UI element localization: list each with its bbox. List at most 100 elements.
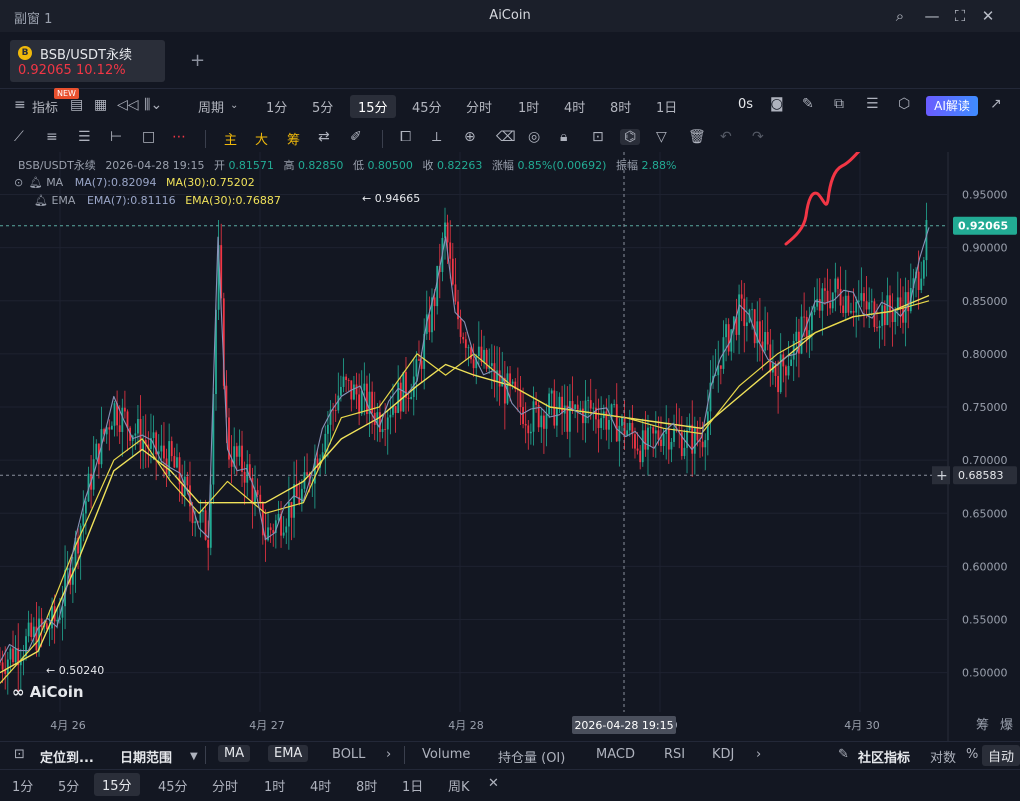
candle-body: [850, 311, 852, 313]
close-icon[interactable]: ✕: [488, 776, 499, 791]
copy-icon[interactable]: ⧠: [400, 129, 412, 145]
bottom-timeframe-7[interactable]: 8时: [356, 780, 378, 795]
chip-toggle[interactable]: 筹: [287, 133, 301, 148]
candle-body: [920, 278, 923, 290]
timeframe-8[interactable]: 1日: [656, 101, 678, 116]
add-tab-button[interactable]: +: [190, 50, 206, 71]
boll-indicator[interactable]: BOLL: [332, 747, 366, 762]
high-value: 0.82850: [297, 159, 344, 172]
symbol-tab[interactable]: B BSB/USDT永续 0.92065 10.12%: [10, 40, 165, 82]
bottom-timeframe-2[interactable]: 15分: [94, 773, 140, 796]
bell-icon[interactable]: 🔔︎: [34, 194, 48, 207]
ema-legend[interactable]: 🔔︎ EMA EMA(7):0.81116 EMA(30):0.76887: [34, 194, 281, 207]
kdj-indicator[interactable]: KDJ: [712, 747, 735, 762]
minimize-icon[interactable]: —: [924, 7, 940, 25]
candle-body: [912, 278, 915, 288]
ema-indicator[interactable]: EMA: [268, 745, 309, 762]
eye-icon[interactable]: ⊙: [14, 176, 24, 189]
volume-indicator[interactable]: Volume: [422, 747, 471, 762]
parallel-icon[interactable]: ≡: [46, 129, 58, 145]
date-range-button[interactable]: 日期范围: [120, 751, 173, 766]
hline-icon[interactable]: ☰: [78, 129, 91, 145]
candle-body: [545, 414, 548, 429]
price-chart[interactable]: 0.95000 0.90000 0.85000 0.80000 0.75000 0.700…: [0, 152, 1020, 742]
ray-icon[interactable]: ⊢: [110, 129, 123, 145]
more-tools-icon[interactable]: ⋯: [172, 129, 186, 145]
candle-body: [665, 429, 668, 434]
macd-indicator[interactable]: MACD: [596, 747, 635, 762]
new-badge: NEW: [54, 88, 79, 99]
filter-icon[interactable]: ▽: [656, 129, 667, 145]
bell-icon[interactable]: 🔔︎: [28, 176, 43, 189]
search-icon[interactable]: ⌕: [895, 7, 905, 25]
bottom-timeframe-0[interactable]: 1分: [12, 780, 34, 795]
brush-icon[interactable]: ✐: [350, 129, 362, 145]
indicator-bar: [0, 741, 1020, 770]
redo-icon[interactable]: ↷: [752, 129, 764, 145]
layout-icon[interactable]: ▦: [94, 97, 108, 113]
trash-icon[interactable]: 🗑︎: [688, 129, 706, 145]
magnet-icon[interactable]: ⌬: [620, 129, 641, 145]
undo-icon[interactable]: ↶: [720, 129, 732, 145]
locate-icon[interactable]: ⊡: [14, 747, 25, 762]
timeframe-3[interactable]: 45分: [412, 101, 442, 116]
share-icon[interactable]: ⧉: [834, 96, 844, 112]
eraser-icon[interactable]: ⌫: [496, 129, 516, 145]
candle-body: [683, 447, 686, 457]
ma-legend[interactable]: ⊙ 🔔︎ MA MA(7):0.82094 MA(30):0.75202: [14, 176, 255, 189]
period-dropdown[interactable]: 周期: [198, 101, 225, 116]
ma-indicator[interactable]: MA: [218, 745, 251, 762]
replay-icon[interactable]: ◁◁: [117, 97, 139, 113]
trendline-icon[interactable]: ⟋: [14, 129, 24, 145]
community-indicators[interactable]: 社区指标: [858, 751, 911, 766]
main-toggle[interactable]: 主: [224, 133, 238, 148]
percent-toggle[interactable]: %: [966, 747, 979, 762]
rsi-indicator[interactable]: RSI: [664, 747, 686, 762]
settings-icon[interactable]: ⬡: [898, 96, 911, 112]
ruler-icon[interactable]: ⟂: [432, 129, 442, 145]
timeframe-4[interactable]: 分时: [466, 101, 493, 116]
big-toggle[interactable]: 大: [255, 133, 269, 148]
pencil-icon[interactable]: ✎: [802, 96, 814, 112]
rectangle-icon[interactable]: □: [142, 129, 156, 145]
bottom-timeframe-4[interactable]: 分时: [212, 780, 239, 795]
open-value: 0.81571: [228, 159, 274, 172]
auto-toggle[interactable]: 自动: [982, 745, 1020, 766]
bottom-timeframe-3[interactable]: 45分: [158, 780, 188, 795]
candle-body: [834, 278, 837, 293]
candle-type-icon[interactable]: ⫼⌄: [144, 97, 163, 113]
timeframe-5[interactable]: 1时: [518, 101, 540, 116]
close-icon[interactable]: ✕: [981, 7, 995, 25]
indicator-button[interactable]: 指标: [32, 101, 59, 116]
candle-body: [103, 429, 105, 435]
timeframe-6[interactable]: 4时: [564, 101, 586, 116]
candle-body: [212, 394, 215, 485]
log-toggle[interactable]: 对数: [930, 751, 957, 766]
bottom-timeframe-8[interactable]: 1日: [402, 780, 424, 795]
hide-icon[interactable]: ◎: [528, 129, 541, 145]
calendar-icon[interactable]: ▤: [70, 97, 84, 113]
chevron-right-icon[interactable]: ›: [756, 747, 762, 762]
template-icon[interactable]: ⊡: [592, 129, 604, 145]
chevron-right-icon[interactable]: ›: [386, 747, 392, 762]
timeframe-0[interactable]: 1分: [266, 101, 288, 116]
bottom-timeframe-1[interactable]: 5分: [58, 780, 80, 795]
locate-button[interactable]: 定位到...: [40, 751, 94, 766]
bottom-timeframe-5[interactable]: 1时: [264, 780, 286, 795]
bottom-timeframe-6[interactable]: 4时: [310, 780, 332, 795]
sync-icon[interactable]: ⇄: [318, 129, 330, 145]
zoom-icon[interactable]: ⊕: [464, 129, 476, 145]
camera-icon[interactable]: ◙: [770, 96, 784, 112]
timeframe-2[interactable]: 15分: [350, 95, 396, 118]
timeframe-7[interactable]: 8时: [610, 101, 632, 116]
external-icon[interactable]: ↗: [990, 96, 1002, 112]
ai-button[interactable]: AI解读: [926, 96, 978, 116]
timeframe-1[interactable]: 5分: [312, 101, 334, 116]
candle-body: [738, 294, 740, 335]
list-icon[interactable]: ☰: [866, 96, 879, 112]
lock-icon[interactable]: 🔒︎: [560, 129, 568, 145]
y-tick-label: 0.75000: [962, 401, 1008, 414]
fullscreen-icon[interactable]: ⛶: [954, 7, 966, 25]
oi-indicator[interactable]: 持仓量 (OI): [498, 751, 566, 766]
bottom-timeframe-9[interactable]: 周K: [448, 780, 470, 795]
